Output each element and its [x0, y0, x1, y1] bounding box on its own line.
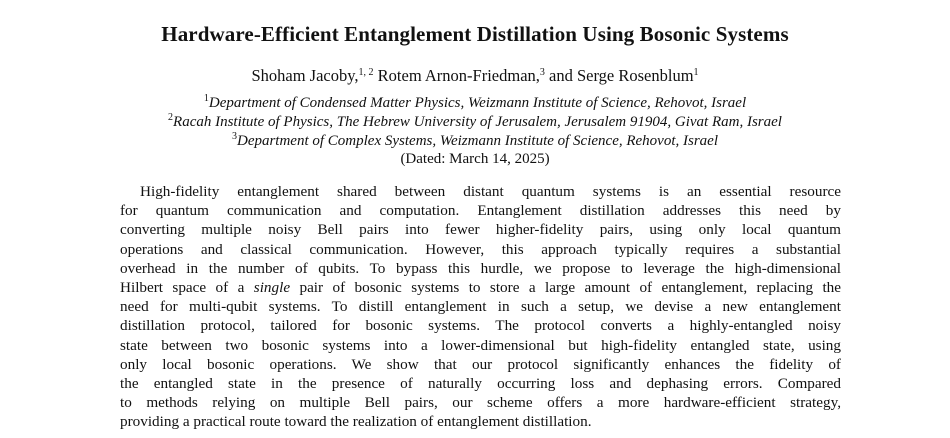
author-affiliation-marker: 1, 2	[358, 67, 374, 78]
abstract-line: to methods relying on multiple Bell pair…	[120, 394, 841, 412]
paper-title: Hardware-Efficient Entanglement Distilla…	[161, 22, 789, 46]
abstract-line: operations and classical communication. …	[120, 240, 841, 258]
abstract-line: Hilbert space of a single pair of bosoni…	[120, 278, 841, 297]
abstract: High-fidelity entanglement shared betwee…	[120, 182, 841, 432]
affiliation-text: Department of Condensed Matter Physics, …	[208, 95, 747, 111]
abstract-line: providing a practical route toward the r…	[120, 413, 592, 431]
affiliation-text: Department of Complex Systems, Weizmann …	[236, 133, 718, 149]
abstract-text: Hilbert space of a	[120, 279, 254, 297]
affiliation-3: 3Department of Complex Systems, Weizmann…	[0, 131, 950, 150]
abstract-line: distillation protocol, tailored for boso…	[120, 317, 841, 335]
date-line: (Dated: March 14, 2025)	[400, 151, 550, 167]
abstract-emphasis: single	[253, 279, 291, 297]
author-name: and Serge Rosenblum	[544, 66, 694, 85]
affiliation-marker: 1	[203, 93, 209, 104]
abstract-line: state between two bosonic systems into a…	[120, 336, 841, 354]
affiliation-text: Racah Institute of Physics, The Hebrew U…	[173, 114, 782, 130]
abstract-line: need for multi-qubit systems. To distill…	[120, 298, 841, 316]
abstract-line: converting multiple noisy Bell pairs int…	[120, 221, 841, 239]
abstract-line: overhead in the number of qubits. To byp…	[120, 259, 841, 277]
affiliation-marker: 3	[231, 131, 237, 142]
affiliation-2: 2Racah Institute of Physics, The Hebrew …	[0, 112, 950, 131]
author-name: Shoham Jacoby,	[251, 66, 359, 85]
abstract-text: pair of bosonic systems to store a large…	[290, 279, 841, 297]
abstract-line: only local bosonic operations. We show t…	[120, 355, 841, 373]
affiliation-1: 1Department of Condensed Matter Physics,…	[0, 93, 950, 112]
author-affiliation-marker: 1	[693, 67, 699, 78]
author-affiliation-marker: 3	[539, 67, 545, 78]
abstract-line: High-fidelity entanglement shared betwee…	[140, 183, 841, 200]
author-list: Shoham Jacoby,1, 2 Rotem Arnon-Friedman,…	[0, 66, 950, 86]
affiliation-marker: 2	[168, 112, 174, 123]
abstract-line: for quantum communication and computatio…	[120, 202, 841, 220]
author-name: Rotem Arnon-Friedman,	[373, 66, 540, 85]
abstract-line: the entangled state in the presence of n…	[120, 375, 841, 393]
